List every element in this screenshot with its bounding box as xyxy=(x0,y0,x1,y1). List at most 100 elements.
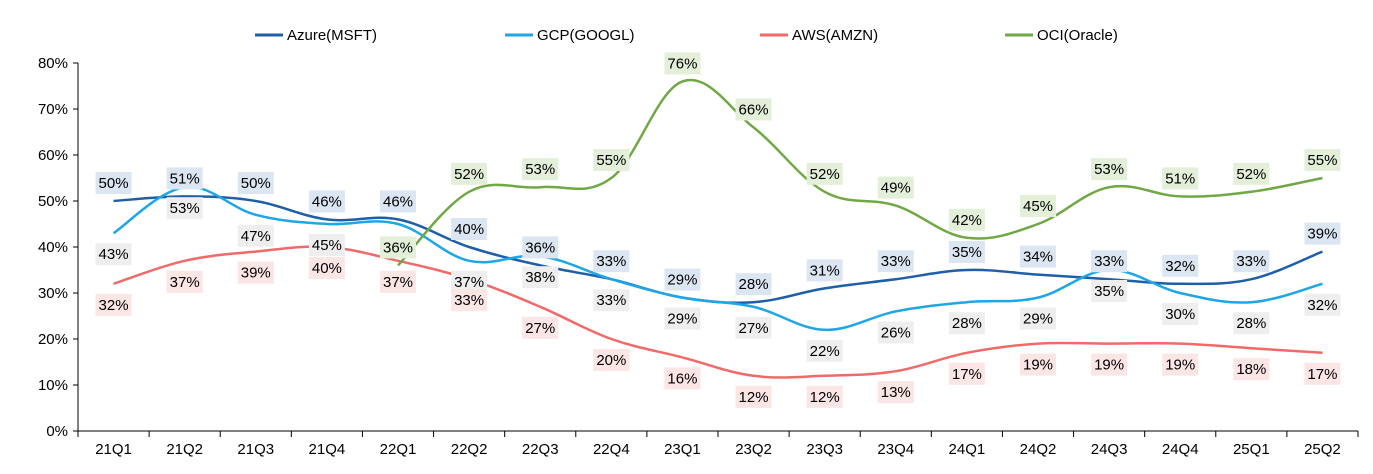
data-label-gcp-googl: 37% xyxy=(451,270,488,293)
data-label-text: 13% xyxy=(881,384,911,401)
data-label-box xyxy=(948,208,985,231)
series-line-azure-msft xyxy=(113,195,1323,305)
data-label-box xyxy=(522,236,559,259)
data-label-box xyxy=(237,224,274,247)
data-label-text: 32% xyxy=(1307,297,1337,314)
y-tick-label: 20% xyxy=(38,331,68,348)
data-label-box xyxy=(664,268,701,291)
data-label-azure-msft: 32% xyxy=(1162,254,1199,277)
data-label-text: 51% xyxy=(170,170,200,187)
x-tick-label: 23Q4 xyxy=(877,441,914,458)
data-label-box xyxy=(948,362,985,385)
data-label-text: 51% xyxy=(1165,170,1195,187)
data-label-gcp-googl: 29% xyxy=(664,307,701,330)
data-label-text: 17% xyxy=(952,366,982,383)
y-tick-label: 10% xyxy=(38,377,68,394)
legend-label: AWS(AMZN) xyxy=(792,27,878,44)
legend-item-oci-oracle: OCI(Oracle) xyxy=(1005,27,1118,44)
data-label-gcp-googl: 28% xyxy=(948,312,985,335)
data-label-azure-msft: 51% xyxy=(166,167,203,190)
data-label-oci-oracle: 55% xyxy=(593,149,630,171)
data-label-aws-amzn: 19% xyxy=(1091,353,1128,376)
data-label-text: 37% xyxy=(454,274,484,291)
data-label-box xyxy=(1091,280,1128,302)
data-label-azure-msft: 33% xyxy=(1233,250,1270,273)
data-label-box xyxy=(948,312,985,335)
data-label-oci-oracle: 42% xyxy=(948,208,985,231)
data-label-text: 22% xyxy=(810,343,840,360)
data-label-text: 33% xyxy=(1094,253,1124,270)
data-label-gcp-googl: 53% xyxy=(166,197,203,220)
data-label-text: 52% xyxy=(810,166,840,183)
data-label-box xyxy=(166,167,203,190)
data-label-text: 27% xyxy=(525,320,555,337)
x-tick-label: 22Q2 xyxy=(451,441,488,458)
data-label-box xyxy=(1233,162,1270,185)
x-tick-label: 23Q3 xyxy=(806,441,843,458)
data-labels: 50% 51% 50% 46% 46% 40% 36% 33% 29% 28% 31% 33% 35% 3… xyxy=(95,52,1341,408)
data-label-text: 46% xyxy=(383,193,413,210)
data-label-azure-msft: 33% xyxy=(593,250,630,273)
data-label-box xyxy=(1233,312,1270,335)
data-label-box xyxy=(877,321,914,344)
x-tick-label: 22Q1 xyxy=(380,441,417,458)
data-label-box xyxy=(237,261,274,284)
data-label-aws-amzn: 12% xyxy=(735,385,772,408)
data-label-azure-msft: 40% xyxy=(451,218,488,240)
data-label-text: 20% xyxy=(596,352,626,369)
data-label-azure-msft: 31% xyxy=(806,259,843,282)
data-label-text: 43% xyxy=(99,246,129,263)
data-label-box xyxy=(522,316,559,339)
data-label-box xyxy=(166,270,203,293)
data-label-text: 40% xyxy=(312,260,342,277)
data-label-box xyxy=(1020,307,1056,330)
data-label-gcp-googl: 26% xyxy=(877,321,914,344)
y-tick-label: 40% xyxy=(38,239,68,256)
data-label-azure-msft: 50% xyxy=(237,172,274,194)
x-tick-label: 24Q3 xyxy=(1091,441,1128,458)
data-label-azure-msft: 35% xyxy=(948,241,985,263)
data-label-text: 27% xyxy=(739,320,769,337)
data-label-aws-amzn: 20% xyxy=(593,349,630,371)
data-label-oci-oracle: 49% xyxy=(877,176,914,199)
data-label-box xyxy=(1304,222,1341,245)
data-label-azure-msft: 33% xyxy=(1091,250,1128,273)
data-label-box xyxy=(1091,353,1128,376)
data-label-box xyxy=(308,257,345,279)
data-label-text: 17% xyxy=(1307,366,1337,383)
data-label-text: 45% xyxy=(312,237,342,254)
data-label-text: 46% xyxy=(312,193,342,210)
y-tick-label: 70% xyxy=(38,101,68,118)
data-label-text: 33% xyxy=(881,253,911,270)
data-label-box xyxy=(1162,353,1199,376)
legend-label: GCP(GOOGL) xyxy=(537,27,635,44)
data-label-aws-amzn: 13% xyxy=(877,381,914,404)
data-label-text: 29% xyxy=(667,311,697,328)
data-label-box xyxy=(522,158,559,181)
x-tick-label: 23Q1 xyxy=(664,441,701,458)
data-label-box xyxy=(735,98,772,121)
data-label-box xyxy=(451,218,488,240)
data-label-text: 37% xyxy=(383,274,413,291)
data-label-gcp-googl: 38% xyxy=(522,266,559,289)
legend-label: Azure(MSFT) xyxy=(287,27,377,44)
data-label-text: 37% xyxy=(170,274,200,291)
data-label-azure-msft: 39% xyxy=(1304,222,1341,245)
y-tick-label: 30% xyxy=(38,285,68,302)
data-label-box xyxy=(1162,254,1199,277)
data-label-azure-msft: 34% xyxy=(1020,245,1056,268)
x-tick-label: 21Q2 xyxy=(166,441,203,458)
data-label-oci-oracle: 36% xyxy=(380,236,416,259)
data-label-box xyxy=(1233,358,1270,381)
data-label-box xyxy=(593,289,630,312)
data-label-text: 35% xyxy=(1094,283,1124,300)
data-label-text: 49% xyxy=(881,180,911,197)
data-label-text: 53% xyxy=(525,161,555,178)
data-label-text: 39% xyxy=(241,265,271,282)
data-label-text: 50% xyxy=(241,175,271,192)
data-label-box xyxy=(166,197,203,220)
data-label-gcp-googl: 30% xyxy=(1162,303,1199,325)
data-label-azure-msft: 50% xyxy=(95,172,132,194)
data-label-text: 28% xyxy=(1236,315,1266,332)
data-label-aws-amzn: 18% xyxy=(1233,358,1270,381)
